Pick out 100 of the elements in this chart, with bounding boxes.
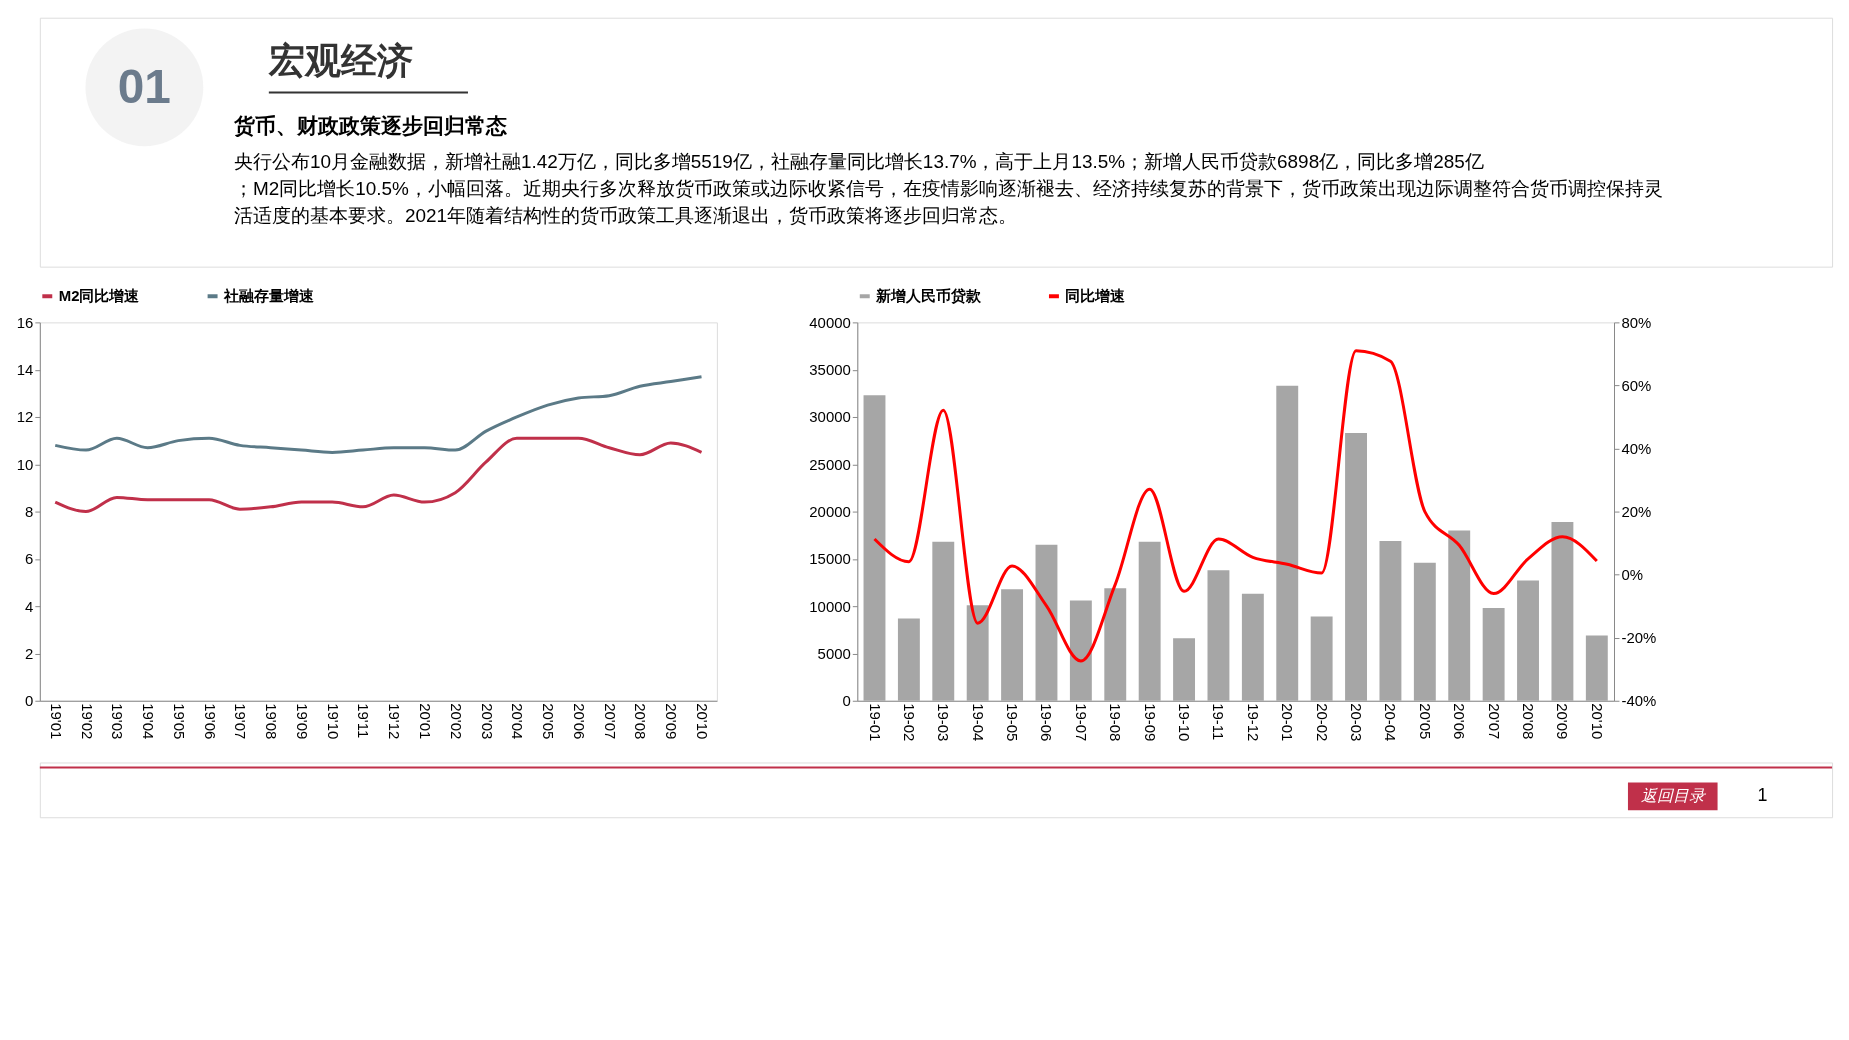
x-tick-label: 19-09 [1141,703,1159,742]
bar [1035,544,1058,701]
x-tick-label: 20'08 [632,703,650,740]
y2-tick-label: 40% [1621,439,1652,457]
x-tick-label: 19'12 [386,703,404,740]
x-tick-label: 20'07 [601,703,619,740]
y-tick-label: 40000 [809,313,851,331]
x-tick-label: 20'02 [447,703,465,740]
x-tick-label: 19-01 [866,703,884,742]
x-tick-label: 20'08 [1520,703,1538,740]
y-tick-label: 10 [16,455,34,473]
x-tick-label: 19'02 [78,703,96,740]
x-tick-label: 19'07 [232,703,250,740]
y-tick-label: 30000 [809,408,851,426]
x-tick-label: 19-08 [1107,703,1125,742]
bar [1276,385,1299,701]
x-tick-label: 20'01 [417,703,435,740]
x-tick-label: 19-06 [1038,703,1056,742]
x-tick-label: 19-03 [935,703,953,742]
y-tick-label: 14 [16,361,34,379]
bar [1104,588,1127,701]
y-tick-label: 25000 [809,455,851,473]
bar [1551,521,1574,701]
x-tick-label: 20-03 [1348,703,1366,742]
y2-tick-label: 20% [1621,503,1652,521]
text: 央行公布10月金融数据，新增社融1.42万亿，同比多增5519亿，社融存量同比增长13.7%，高于上月13.5%；新增人民币贷款6898亿，同比多增285亿；M2同比增长10.5%，小幅回落。近期央行多次释放货币政策或边际收紧信号，在疫情影响逐渐褪去、经济持续复苏的背景下，货币政策出现边际调整符合货币调控保持灵活适度的基本要求。2021年随着结构性的货币政策工具逐渐退出，货币政策将逐步回归常态。 [233,151,1663,226]
text: 返回目录 [1640,787,1707,805]
y-tick-label: 0 [842,692,851,710]
bar [1138,541,1161,701]
x-tick-label: 19-10 [1176,703,1194,742]
bar [932,541,955,701]
x-tick-label: 19-02 [900,703,918,742]
legend-label: M2同比增速 [58,287,141,305]
y-tick-label: 6 [25,550,34,568]
x-tick-label: 20'09 [663,703,681,740]
x-tick-label: 19'06 [201,703,219,740]
x-tick-label: 19-12 [1244,703,1262,742]
line-series [53,375,704,454]
x-tick-label: 20-02 [1313,703,1331,742]
bar [1517,580,1539,701]
y-tick-label: 15000 [809,550,851,568]
y2-tick-label: -40% [1621,692,1657,710]
legend-label: 新增人民币贷款 [875,287,983,305]
y-tick-label: 16 [16,313,34,331]
line-series [53,436,704,514]
y-tick-label: 10000 [809,597,851,615]
x-tick-label: 20'03 [478,703,496,740]
x-tick-label: 20'05 [1416,703,1434,740]
x-tick-label: 19-07 [1072,703,1090,742]
x-tick-label: 19'10 [324,703,342,740]
x-tick-label: 20'06 [570,703,588,740]
bar [1207,570,1230,701]
y-tick-label: 12 [16,408,34,426]
x-tick-label: 20-01 [1279,703,1297,742]
x-tick-label: 19'08 [263,703,281,740]
x-tick-label: 19-11 [1210,703,1228,741]
x-tick-label: 19'11 [355,703,373,739]
x-tick-label: 19'04 [140,703,158,740]
bar [1482,608,1505,701]
x-tick-label: 20'10 [694,703,712,740]
x-tick-label: 20-04 [1382,703,1400,742]
bar [1001,589,1024,701]
x-tick-label: 19'01 [47,703,65,740]
x-tick-label: 19'09 [293,703,311,740]
bar [863,395,886,701]
x-tick-label: 20'07 [1485,703,1503,740]
bar [1379,540,1402,701]
legend-label: 社融存量增速 [223,287,316,305]
bar [1585,635,1608,701]
legend-label: 同比增速 [1065,287,1127,305]
bar [1310,616,1333,701]
bar [1413,562,1436,701]
bar [966,605,989,701]
bar [1069,600,1092,701]
x-tick-label: 20'04 [509,703,527,740]
bar [1345,433,1367,701]
text: 宏观经济 [267,41,413,82]
text: 货币、财政政策逐步回归常态 [232,114,507,139]
x-tick-label: 19-05 [1004,703,1022,742]
x-tick-label: 20'10 [1588,703,1606,740]
y-tick-label: 5000 [817,644,851,662]
x-tick-label: 20'06 [1451,703,1469,740]
bar [1448,530,1471,701]
x-tick-label: 19'03 [109,703,127,740]
y-tick-label: 0 [25,692,34,710]
y-tick-label: 4 [25,597,34,615]
bar [897,618,920,701]
bar [1173,638,1196,701]
x-tick-label: 20'09 [1554,703,1572,740]
x-tick-label: 19'05 [170,703,188,740]
x-tick-label: 19-04 [969,703,987,742]
y-tick-label: 35000 [809,361,851,379]
y2-tick-label: -20% [1621,629,1657,647]
y2-tick-label: 0% [1621,566,1644,584]
bar [1241,593,1264,701]
text: 1 [1757,785,1768,806]
y2-tick-label: 60% [1621,376,1652,394]
y2-tick-label: 80% [1621,313,1652,331]
line-series [872,349,1599,663]
text: 01 [117,60,171,114]
